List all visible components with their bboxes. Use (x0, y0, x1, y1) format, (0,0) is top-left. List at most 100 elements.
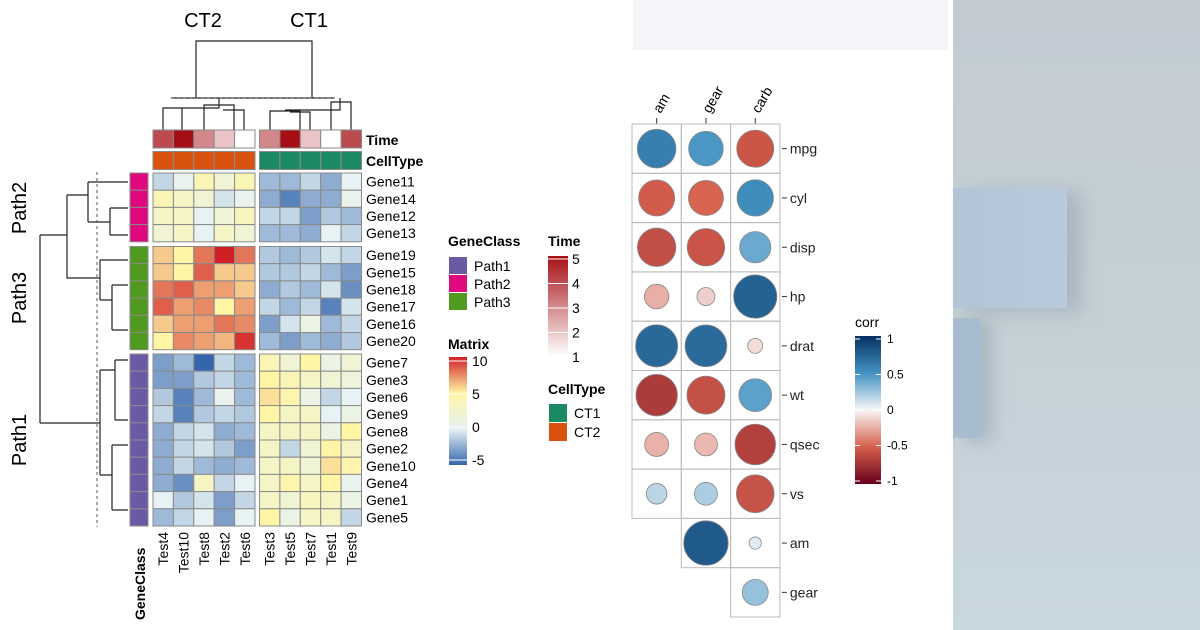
geneclass-annotation-cell (129, 473, 149, 493)
heatmap-cell (279, 297, 301, 316)
row-split-label: Path3 (9, 272, 31, 324)
heatmap-cell (320, 370, 342, 389)
heatmap-cell (279, 439, 301, 458)
heatmap-cell (259, 172, 281, 191)
heatmap-cell (320, 189, 342, 208)
heatmap-cell (172, 456, 195, 475)
heatmap-cell (279, 280, 301, 299)
heatmap-cell (279, 491, 301, 510)
correlation-circle (644, 432, 670, 457)
correlation-circle (635, 324, 679, 368)
correlation-circle (694, 432, 718, 457)
heatmap-cell (234, 353, 256, 372)
colorbar-label: 5 (472, 386, 480, 402)
geneclass-annotation-cell (129, 370, 149, 389)
heatmap-cell (299, 473, 322, 493)
correlation-circle (734, 423, 776, 466)
correlation-circle (686, 228, 726, 267)
legend-swatch (449, 257, 467, 274)
heatmap-cell (234, 280, 256, 299)
legend-label: CT1 (574, 405, 601, 421)
heatmap-cell (320, 172, 342, 191)
row-label: Gene11 (366, 174, 415, 190)
heatmap-cell (340, 280, 363, 299)
heatmap-cell (193, 422, 215, 441)
heatmap-cell (279, 387, 301, 407)
colorbar-label: 10 (472, 353, 488, 369)
heatmap-cell (279, 206, 301, 226)
heatmap-cell (193, 206, 215, 226)
column-dendrogram (162, 40, 352, 130)
heatmap-cell (320, 491, 342, 510)
row-label: Gene20 (366, 333, 416, 349)
heatmap-cell (213, 473, 236, 493)
row-label: Gene16 (366, 316, 416, 332)
heatmap-cell (213, 206, 236, 226)
heatmap-cell (279, 508, 301, 527)
heatmap-cell (172, 263, 195, 282)
legend-label: Path1 (474, 258, 511, 274)
colorbar-label: 2 (572, 325, 580, 341)
legend-swatch (449, 275, 467, 292)
heatmap-cell (152, 491, 174, 510)
heatmap-cell (172, 473, 195, 493)
heatmap-cell (279, 473, 301, 493)
heatmap-cell (193, 491, 215, 510)
heatmap-cell (193, 172, 215, 191)
row-label: Gene19 (366, 247, 416, 263)
heatmap-cell (213, 224, 236, 243)
heatmap-cell (320, 456, 342, 475)
heatmap-cell (193, 189, 215, 208)
heatmap-cell (213, 387, 236, 407)
matrix-colorbar (449, 357, 467, 465)
heatmap-cell (234, 224, 256, 243)
heatmap-cell (193, 224, 215, 243)
heatmap-cell (193, 473, 215, 493)
heatmap-cell (172, 439, 195, 458)
time-annotation-cell (259, 129, 281, 149)
heatmap-cell (193, 405, 215, 424)
celltype-annotation-cell (279, 151, 301, 170)
heatmap-cell (213, 314, 236, 333)
heatmap-cell (234, 332, 256, 351)
heatmap-cell (299, 508, 322, 527)
time-colorbar (548, 256, 568, 356)
geneclass-annotation-cell (129, 206, 149, 226)
time-annotation-cell (172, 129, 195, 149)
row-label: Gene6 (366, 389, 408, 405)
top-banner (633, 0, 948, 50)
heatmap-cell (259, 422, 281, 441)
heatmap-cell (340, 370, 363, 389)
time-annotation-cell (299, 129, 322, 149)
heatmap-cell (193, 246, 215, 265)
heatmap-cell (259, 387, 281, 407)
heatmap-cell (152, 439, 174, 458)
colorbar-label: 1 (572, 349, 580, 365)
heatmap-cell (320, 508, 342, 527)
column-label: Test5 (282, 532, 298, 566)
correlation-circle (688, 180, 724, 216)
heatmap-cell (193, 297, 215, 316)
row-label: wt (789, 387, 804, 403)
correlation-circle (694, 481, 718, 506)
heatmap-cell (152, 314, 174, 333)
row-label: Gene10 (366, 458, 416, 474)
geneclass-annotation-cell (129, 439, 149, 458)
heatmap-cell (279, 353, 301, 372)
colorbar-label: 0.5 (887, 368, 904, 382)
legend-swatch (549, 404, 567, 422)
time-annotation-cell (279, 129, 301, 149)
colorbar-label: 5 (572, 251, 580, 267)
heatmap-cell (259, 206, 281, 226)
legend-title: Time (548, 233, 581, 249)
column-label: carb (748, 84, 776, 116)
heatmap-cell (299, 314, 322, 333)
heatmap-cell (172, 387, 195, 407)
heatmap-cell (234, 189, 256, 208)
heatmap-cell (172, 297, 195, 316)
column-label: Test2 (216, 532, 232, 566)
correlation-circle (736, 129, 775, 168)
correlation-circle (733, 274, 778, 319)
heatmap-cell (172, 224, 195, 243)
